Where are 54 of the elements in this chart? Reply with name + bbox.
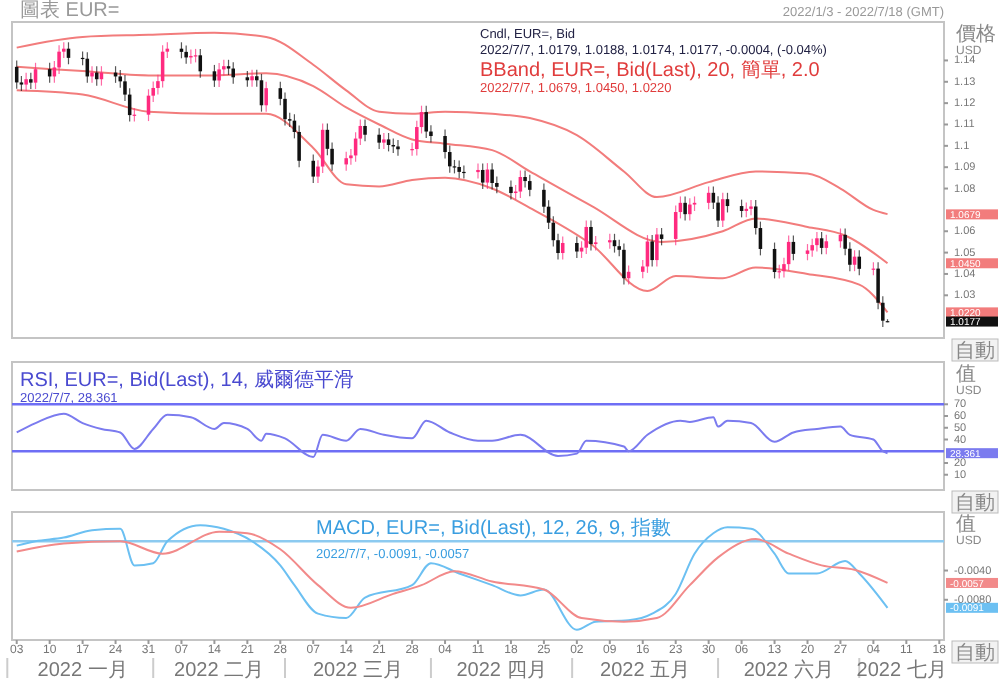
- candlestick: [655, 227, 659, 268]
- candlestick: [650, 234, 654, 268]
- candlestick: [509, 179, 513, 201]
- candlestick: [528, 174, 532, 197]
- candlestick: [231, 61, 235, 85]
- candlestick: [622, 242, 626, 286]
- candlestick: [683, 195, 687, 222]
- text: 自動: [955, 339, 995, 363]
- candlestick: [396, 139, 400, 157]
- text: 2022 五月: [600, 660, 691, 680]
- candlestick: [344, 151, 348, 172]
- candlestick: [490, 162, 494, 190]
- y-axis-title: 值 USD: [956, 364, 983, 398]
- candlestick: [824, 234, 829, 255]
- candlestick: [424, 105, 428, 139]
- candlestick: [386, 132, 391, 152]
- candlestick: [721, 192, 725, 228]
- candlestick: [311, 153, 316, 184]
- candlestick: [184, 44, 188, 65]
- candlestick: [476, 162, 480, 180]
- line-series: [15, 412, 889, 459]
- candlestick: [584, 219, 589, 255]
- text: 2022 二月: [174, 660, 265, 680]
- text: 2022 一月: [37, 660, 128, 680]
- candlestick: [810, 238, 814, 258]
- chart-title: RSI, EUR=, Bid(Last), 14, 威爾德平滑: [20, 368, 354, 392]
- candlestick: [749, 199, 753, 216]
- candlestick: [363, 118, 367, 142]
- candlestick: [217, 62, 221, 88]
- candlestick: [264, 81, 268, 113]
- candlestick: [382, 132, 386, 150]
- candlestick: [815, 231, 819, 253]
- annotation: 圖表 EUR=: [20, 0, 120, 22]
- candlestick: [57, 44, 61, 75]
- chart-title: MACD, EUR=, Bid(Last), 12, 26, 9, 指數: [316, 516, 672, 540]
- candlestick: [212, 64, 217, 88]
- candlestick: [589, 219, 593, 252]
- text: 2022 三月: [312, 660, 403, 680]
- text: 自動: [955, 491, 995, 515]
- candlestick: [24, 72, 28, 92]
- candlestick: [250, 69, 254, 88]
- candlestick: [575, 235, 579, 259]
- line-series: [15, 31, 889, 216]
- candlestick: [523, 170, 527, 189]
- y-axis-title: 值 USD: [956, 514, 983, 548]
- candlestick: [377, 127, 381, 150]
- candlestick: [688, 197, 692, 222]
- text: 2022 六月: [743, 658, 834, 680]
- y-axis-title: 價格 USD: [956, 22, 996, 58]
- text: 2022 七月: [856, 658, 947, 680]
- annotation: BBand, EUR=, Bid(Last), 20, 簡單, 2.0: [480, 58, 821, 82]
- text: 2022 四月: [456, 660, 547, 680]
- text: 自動: [955, 641, 995, 665]
- candlestick: [462, 164, 466, 180]
